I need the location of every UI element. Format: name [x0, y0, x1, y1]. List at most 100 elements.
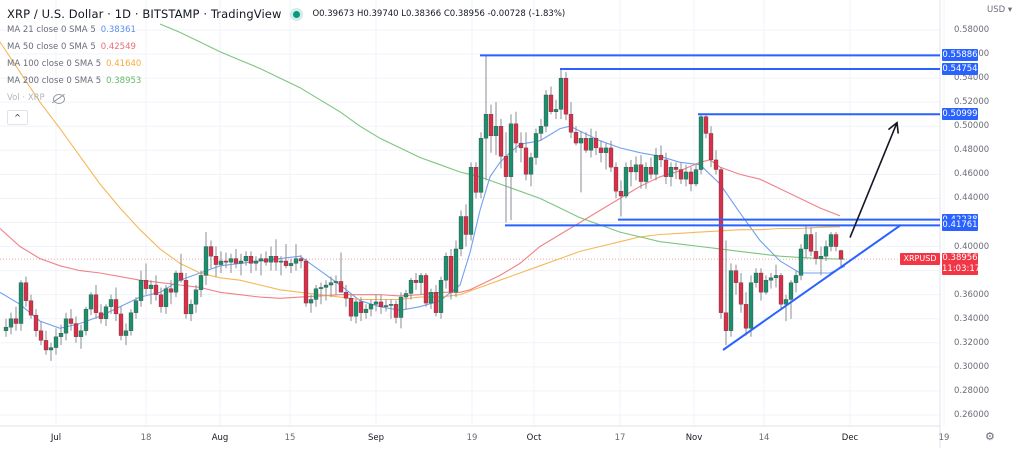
candle-body: [608, 147, 614, 168]
price-tick-label: 0.46000: [954, 169, 990, 180]
candle-body: [568, 114, 574, 133]
indicator-value: 0.42549: [100, 42, 136, 52]
candle-body: [508, 123, 514, 177]
price-tick-label: 0.58000: [954, 25, 990, 35]
candle-body: [383, 305, 389, 307]
gear-icon[interactable]: ⚙: [985, 430, 995, 443]
indicator-ma200[interactable]: MA 200 close 0 SMA 5 0.38953: [7, 73, 565, 90]
indicator-ma21[interactable]: MA 21 close 0 SMA 5 0.38361: [7, 22, 565, 39]
candle-body: [33, 314, 39, 331]
candle-body: [413, 280, 419, 283]
candle-body: [543, 94, 549, 127]
candle-body: [313, 288, 319, 300]
currency-selector[interactable]: USD ▾: [987, 5, 1013, 15]
candle-body: [333, 281, 339, 283]
candle-body: [493, 126, 499, 137]
candle-body: [593, 138, 599, 149]
candle-body: [693, 169, 699, 185]
candle-body: [423, 275, 429, 304]
candle-body: [658, 154, 664, 161]
candle-body: [283, 260, 289, 266]
candle-body: [93, 294, 99, 313]
candle-body: [673, 166, 679, 170]
arrow-head-icon: [887, 121, 900, 134]
time-axis[interactable]: Jul 18 Aug 15 Sep 19 Oct 17 Nov 14 Dec 19: [0, 426, 950, 448]
candle-body: [523, 147, 529, 175]
eye-off-icon[interactable]: [52, 93, 65, 104]
candle-body: [358, 301, 364, 313]
candle-body: [573, 132, 579, 144]
trendline[interactable]: [722, 224, 902, 351]
candle-body: [388, 304, 394, 306]
time-tick-label: Dec: [841, 433, 859, 443]
candle-body: [133, 300, 139, 313]
candle-body: [43, 340, 49, 351]
time-tick-label: 19: [466, 433, 478, 443]
candle-body: [488, 114, 494, 137]
indicator-value: 0.41640: [106, 59, 142, 69]
candle-body: [318, 287, 324, 289]
candle-body: [183, 280, 189, 315]
candle-body: [728, 270, 734, 331]
candle-body: [303, 260, 309, 304]
candle-body: [348, 298, 354, 317]
candle-body: [418, 275, 424, 283]
candle-body: [403, 293, 409, 298]
candle-body: [188, 304, 194, 315]
candle-body: [168, 288, 174, 293]
symbol-title[interactable]: XRP / U.S. Dollar · 1D · BITSTAMP · Trad…: [7, 7, 282, 21]
candle-body: [53, 336, 59, 348]
candle-body: [818, 256, 824, 259]
candle-body: [228, 258, 234, 263]
time-tick-label: 15: [284, 433, 296, 443]
candle-body: [603, 147, 609, 153]
candle-body: [698, 116, 704, 170]
candle-body: [398, 296, 404, 318]
indicator-volume[interactable]: Vol · XRP: [7, 90, 565, 107]
title-row: XRP / U.S. Dollar · 1D · BITSTAMP · Trad…: [7, 6, 565, 22]
current-price: 0.38956: [942, 253, 978, 264]
candle-body: [518, 142, 524, 149]
candle-body: [823, 246, 829, 257]
candle-body: [483, 114, 489, 139]
price-tick-label: 0.40000: [954, 241, 990, 252]
indicator-ma50[interactable]: MA 50 close 0 SMA 5 0.42549: [7, 39, 565, 56]
volume-label: Vol · XRP: [7, 93, 45, 103]
candle-body: [718, 169, 724, 313]
candle-body: [123, 330, 129, 336]
candle-body: [13, 318, 19, 324]
candle-body: [288, 263, 294, 266]
candle-body: [738, 282, 744, 305]
candle-body: [633, 164, 639, 173]
price-tick-label: 0.34000: [954, 313, 990, 324]
candle-body: [173, 272, 179, 293]
candle-body: [783, 299, 789, 305]
candle-body: [243, 256, 249, 262]
ohlc-values: O0.39673 H0.39740 L0.38366 C0.38956 -0.0…: [312, 9, 566, 19]
candle-body: [138, 280, 144, 301]
arrow-line[interactable]: [849, 122, 898, 238]
price-tick-label: 0.32000: [954, 337, 990, 348]
price-tick-label: 0.48000: [954, 145, 990, 156]
level-price-tag: 0.54754: [942, 63, 978, 76]
candle-body: [703, 116, 709, 134]
candle-body: [428, 292, 434, 304]
indicator-label: MA 21 close 0 SMA 5: [7, 25, 96, 35]
candle-body: [578, 138, 584, 144]
candle-body: [293, 258, 299, 264]
candle-body: [3, 326, 9, 331]
candle-body: [8, 318, 14, 328]
indicator-ma100[interactable]: MA 100 close 0 SMA 5 0.41640: [7, 56, 565, 73]
time-tick-label: 19: [938, 433, 950, 443]
candle-body: [813, 251, 819, 259]
price-tick-label: 0.36000: [954, 289, 990, 300]
price-axis[interactable]: USD ▾ 0.580000.560000.540000.520000.5000…: [940, 0, 1024, 448]
candle-body: [733, 270, 739, 283]
time-tick-label: Nov: [685, 433, 703, 443]
candle-body: [238, 260, 244, 264]
candle-body: [338, 281, 344, 293]
collapse-legend-button[interactable]: ^: [7, 110, 28, 125]
candle-body: [38, 330, 44, 341]
